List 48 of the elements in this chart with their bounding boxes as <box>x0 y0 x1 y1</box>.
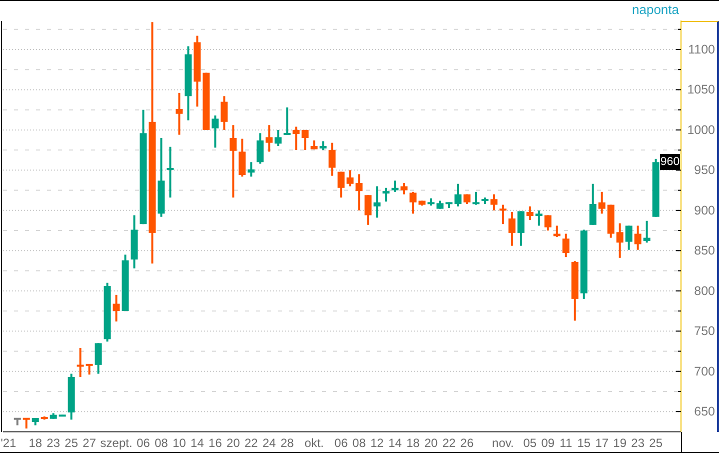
x-tick-label: 23 <box>46 436 60 450</box>
x-tick-label: 14 <box>388 436 402 450</box>
x-tick-label: 17 <box>595 436 609 450</box>
x-tick-label: 09 <box>541 436 555 450</box>
candlestick <box>284 107 291 135</box>
x-tick-label: 16 <box>208 436 222 450</box>
x-tick-label: 25 <box>64 436 78 450</box>
y-tick-label: 950 <box>694 163 716 178</box>
x-tick-label: 22 <box>244 436 258 450</box>
y-tick-label: 750 <box>694 324 716 338</box>
y-tick-label: 850 <box>694 244 716 258</box>
y-tick-label: 700 <box>694 364 716 378</box>
x-tick-label: nov. <box>492 436 514 450</box>
candlestick <box>76 348 84 377</box>
x-tick-label: 19 <box>613 436 627 450</box>
x-tick-label: szept. <box>100 436 132 450</box>
y-tick-label: 1050 <box>687 82 716 97</box>
x-tick-label: 28 <box>280 436 294 450</box>
text: 960 <box>660 154 680 170</box>
y-tick-label: 1100 <box>688 42 716 56</box>
x-tick-label: 06 <box>334 436 348 450</box>
x-tick-label: 20 <box>424 436 438 450</box>
x-tick-label: okt. <box>304 436 324 450</box>
x-tick-label: 18 <box>28 436 42 450</box>
x-tick-label: 10 <box>172 436 186 450</box>
y-tick-label: 900 <box>694 203 716 218</box>
x-tick-label: 11 <box>560 436 572 450</box>
x-tick-label: 05 <box>523 436 537 450</box>
x-tick-label: 06 <box>136 436 150 450</box>
candlestick <box>166 146 174 198</box>
x-tick-label: '21 <box>0 436 17 450</box>
x-tick-label: 14 <box>190 436 204 450</box>
x-tick-label: 15 <box>577 436 591 450</box>
x-tick-label: 27 <box>82 436 96 450</box>
x-tick-label: 08 <box>154 436 168 450</box>
y-tick-label: 1000 <box>687 122 716 137</box>
x-tick-label: 08 <box>352 436 366 450</box>
x-tick-label: 22 <box>442 436 456 450</box>
x-tick-label: 20 <box>226 436 240 450</box>
x-tick-label: 24 <box>262 436 276 450</box>
x-tick-label: 12 <box>370 436 384 450</box>
y-tick-label: 650 <box>694 404 716 419</box>
x-tick-label: 26 <box>460 436 474 450</box>
x-tick-label: 23 <box>631 436 645 450</box>
chart-subtitle: naponta <box>632 2 679 17</box>
y-tick-label: 800 <box>694 284 716 298</box>
x-tick-label: 25 <box>649 436 663 450</box>
x-tick-label: 18 <box>406 436 420 450</box>
